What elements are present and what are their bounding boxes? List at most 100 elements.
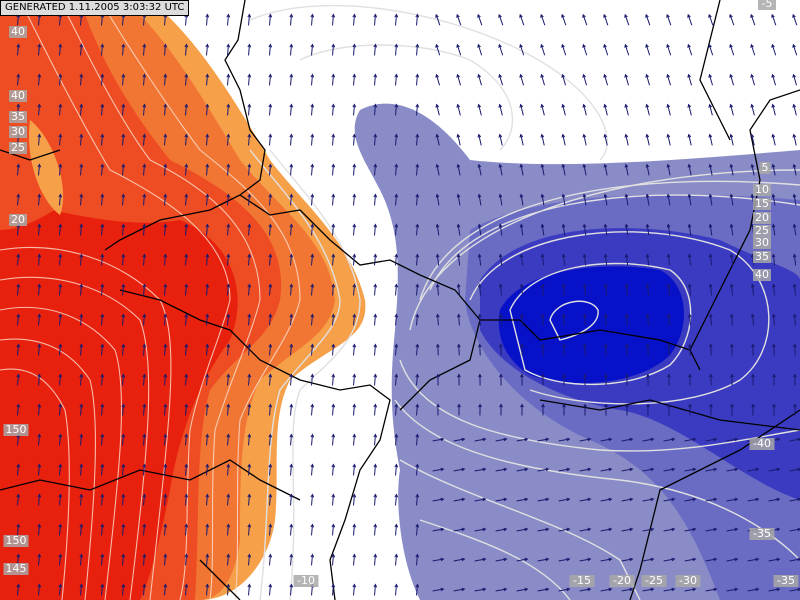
- wind-arrow: [687, 13, 693, 26]
- wind-arrow: [582, 103, 587, 116]
- wind-arrow: [121, 493, 126, 506]
- wind-arrow: [498, 43, 504, 56]
- wind-arrows: [16, 13, 800, 596]
- wind-arrow: [498, 253, 503, 266]
- wind-arrow: [289, 433, 294, 446]
- contour-value: 40: [755, 268, 769, 281]
- wind-arrow: [394, 193, 399, 206]
- wind-arrow: [184, 493, 189, 506]
- wind-arrow: [373, 283, 378, 296]
- wind-arrow: [729, 193, 734, 206]
- wind-arrow: [142, 553, 147, 566]
- wind-arrow: [726, 437, 739, 442]
- contour-label: 35: [753, 250, 771, 263]
- wind-arrow: [499, 373, 503, 386]
- wind-arrow: [373, 373, 378, 386]
- label-background: [3, 563, 29, 575]
- wind-arrow: [771, 73, 776, 86]
- wind-arrow: [373, 553, 378, 566]
- wind-arrow: [579, 497, 592, 502]
- wind-arrow: [268, 553, 273, 566]
- wind-arrow: [603, 253, 608, 266]
- wind-arrow: [747, 497, 760, 502]
- wind-arrow: [289, 283, 294, 296]
- wind-arrow: [373, 13, 378, 26]
- contour-value: 30: [11, 125, 25, 138]
- wind-arrow: [730, 373, 734, 386]
- wind-arrow: [100, 223, 105, 236]
- wind-arrow: [247, 43, 252, 56]
- contour-label: -35: [749, 527, 775, 540]
- label-background: [753, 237, 771, 249]
- wind-arrow: [621, 497, 634, 502]
- wind-arrow: [579, 437, 592, 442]
- wind-arrow: [142, 193, 147, 206]
- wind-arrow: [37, 133, 42, 146]
- wind-arrow: [687, 343, 692, 356]
- wind-arrow: [561, 73, 566, 86]
- wind-arrow: [519, 43, 525, 56]
- wind-arrow: [624, 343, 629, 356]
- wind-arrow: [37, 403, 42, 416]
- wind-arrow: [352, 403, 357, 416]
- wind-arrow: [205, 103, 210, 116]
- wind-arrow: [142, 403, 147, 416]
- wind-arrow: [373, 463, 378, 476]
- wind-arrow: [331, 373, 336, 386]
- wind-arrow: [708, 133, 713, 146]
- wind-arrow: [100, 283, 105, 296]
- wind-arrow: [771, 163, 776, 176]
- wind-arrow: [474, 527, 487, 532]
- contour-label: 30: [9, 125, 27, 138]
- wind-arrow: [708, 283, 713, 296]
- wind-arrow: [142, 493, 147, 506]
- wind-arrow: [645, 43, 651, 56]
- wind-arrow: [37, 523, 42, 536]
- wind-arrow: [624, 223, 629, 236]
- wind-arrow: [537, 497, 550, 502]
- wind-arrow: [205, 493, 210, 506]
- wind-arrow: [310, 493, 315, 506]
- wind-arrow: [729, 313, 734, 326]
- wind-arrow: [247, 373, 252, 386]
- wind-arrow: [16, 493, 21, 506]
- wind-arrow: [708, 103, 713, 116]
- wind-arrow: [37, 463, 42, 476]
- wind-arrow: [474, 467, 487, 472]
- wind-arrow: [373, 73, 378, 86]
- wind-arrow: [751, 403, 755, 416]
- wind-arrow: [624, 253, 629, 266]
- wind-arrow: [79, 43, 84, 56]
- wind-arrow: [540, 103, 545, 116]
- wind-arrow: [561, 193, 566, 206]
- wind-arrow: [100, 403, 105, 416]
- wind-arrow: [100, 313, 105, 326]
- wind-arrow: [708, 343, 713, 356]
- wind-arrow: [687, 163, 692, 176]
- wind-arrow: [603, 133, 608, 146]
- wind-arrow: [79, 253, 84, 266]
- wind-arrow: [498, 193, 503, 206]
- wind-arrow: [121, 73, 126, 86]
- wind-arrow: [352, 463, 357, 476]
- wind-arrow: [100, 463, 105, 476]
- wind-arrow: [663, 497, 676, 502]
- wind-arrow: [394, 373, 399, 386]
- wind-arrow: [477, 163, 482, 176]
- wind-arrow: [331, 523, 336, 536]
- wind-arrow: [58, 343, 63, 356]
- wind-arrow: [184, 193, 189, 206]
- wind-arrow: [16, 583, 21, 596]
- wind-arrow: [600, 527, 613, 532]
- contour-value: -35: [753, 527, 771, 540]
- wind-arrow: [750, 343, 755, 356]
- wind-arrow: [474, 437, 487, 442]
- wind-arrow: [519, 223, 524, 236]
- wind-arrow: [100, 103, 105, 116]
- wind-arrow: [792, 193, 797, 206]
- wind-arrow: [415, 223, 420, 236]
- wind-arrow: [478, 373, 482, 386]
- contour-value: -25: [645, 574, 663, 587]
- contour-label: -10: [293, 574, 319, 587]
- wind-arrow: [394, 133, 399, 146]
